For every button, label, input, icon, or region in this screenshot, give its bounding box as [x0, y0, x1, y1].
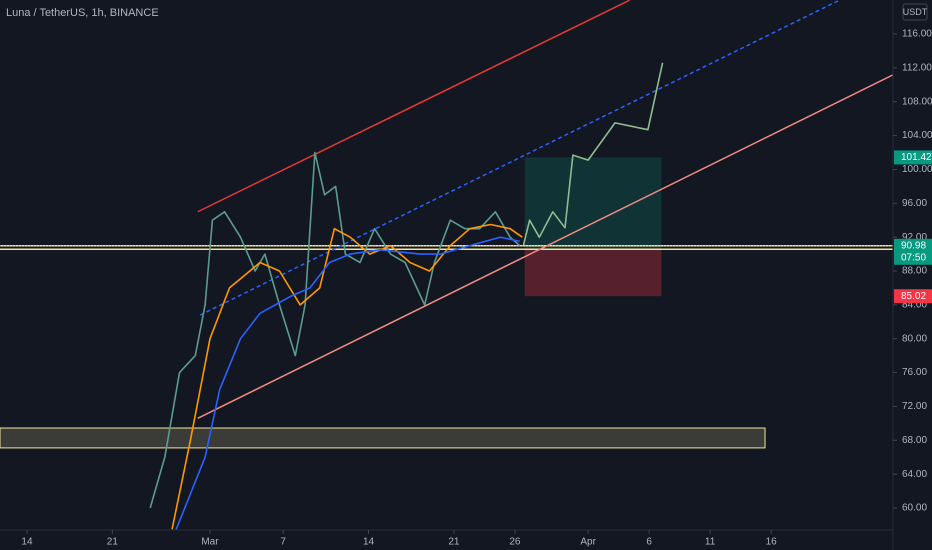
countdown: 07:50 — [901, 252, 926, 263]
x-tick-label: 6 — [646, 537, 652, 548]
trend-line — [197, 73, 893, 419]
currency-box — [902, 3, 928, 21]
position-target — [524, 157, 662, 250]
y-tick-label: 84.00 — [902, 300, 927, 311]
price-axis — [893, 0, 932, 550]
x-tick-label: 7 — [280, 537, 286, 548]
y-tick-label: 72.00 — [902, 401, 927, 412]
y-tick-label: 64.00 — [902, 469, 927, 480]
x-tick-label: 21 — [448, 537, 460, 548]
position-stop — [524, 249, 662, 297]
y-tick-label: 80.00 — [902, 333, 927, 344]
series-line — [522, 62, 664, 246]
currency: USDT — [903, 7, 928, 17]
trend-line — [199, 0, 840, 316]
y-tick-label: 60.00 — [902, 503, 927, 514]
price-label-bg — [894, 150, 932, 165]
x-tick-label: 11 — [705, 537, 716, 548]
price-label: 85.02 — [901, 291, 926, 302]
y-tick-label: 104.00 — [902, 130, 932, 141]
price-label-bg — [894, 238, 932, 265]
y-tick-label: 96.00 — [902, 198, 927, 209]
x-tick-label: Apr — [580, 537, 596, 548]
y-tick-label: 88.00 — [902, 266, 927, 277]
x-tick-label: 26 — [509, 537, 521, 548]
plot-area — [0, 0, 893, 530]
x-tick-label: Mar — [201, 537, 219, 548]
y-tick-label: 100.00 — [902, 164, 932, 175]
price-label: 101.42 — [901, 152, 932, 163]
chart-title: Luna / TetherUS, 1h, BINANCE — [6, 7, 159, 19]
y-tick-label: 116.00 — [902, 29, 932, 40]
series-line — [171, 223, 523, 530]
y-tick-label: 92.00 — [902, 232, 927, 243]
price-label-bg — [894, 289, 932, 304]
zone — [0, 427, 766, 449]
y-tick-label: 112.00 — [902, 63, 932, 74]
y-tick-label: 68.00 — [902, 435, 927, 446]
x-tick-label: 14 — [363, 537, 375, 548]
x-tick-label: 16 — [766, 537, 778, 548]
series-line — [149, 151, 521, 509]
series-line — [175, 236, 520, 530]
y-tick-label: 108.00 — [902, 96, 932, 107]
price-label: 90.98 — [901, 240, 926, 251]
y-tick-label: 76.00 — [902, 367, 927, 378]
x-tick-label: 14 — [21, 537, 33, 548]
trend-line — [197, 0, 630, 213]
x-tick-label: 21 — [107, 537, 119, 548]
